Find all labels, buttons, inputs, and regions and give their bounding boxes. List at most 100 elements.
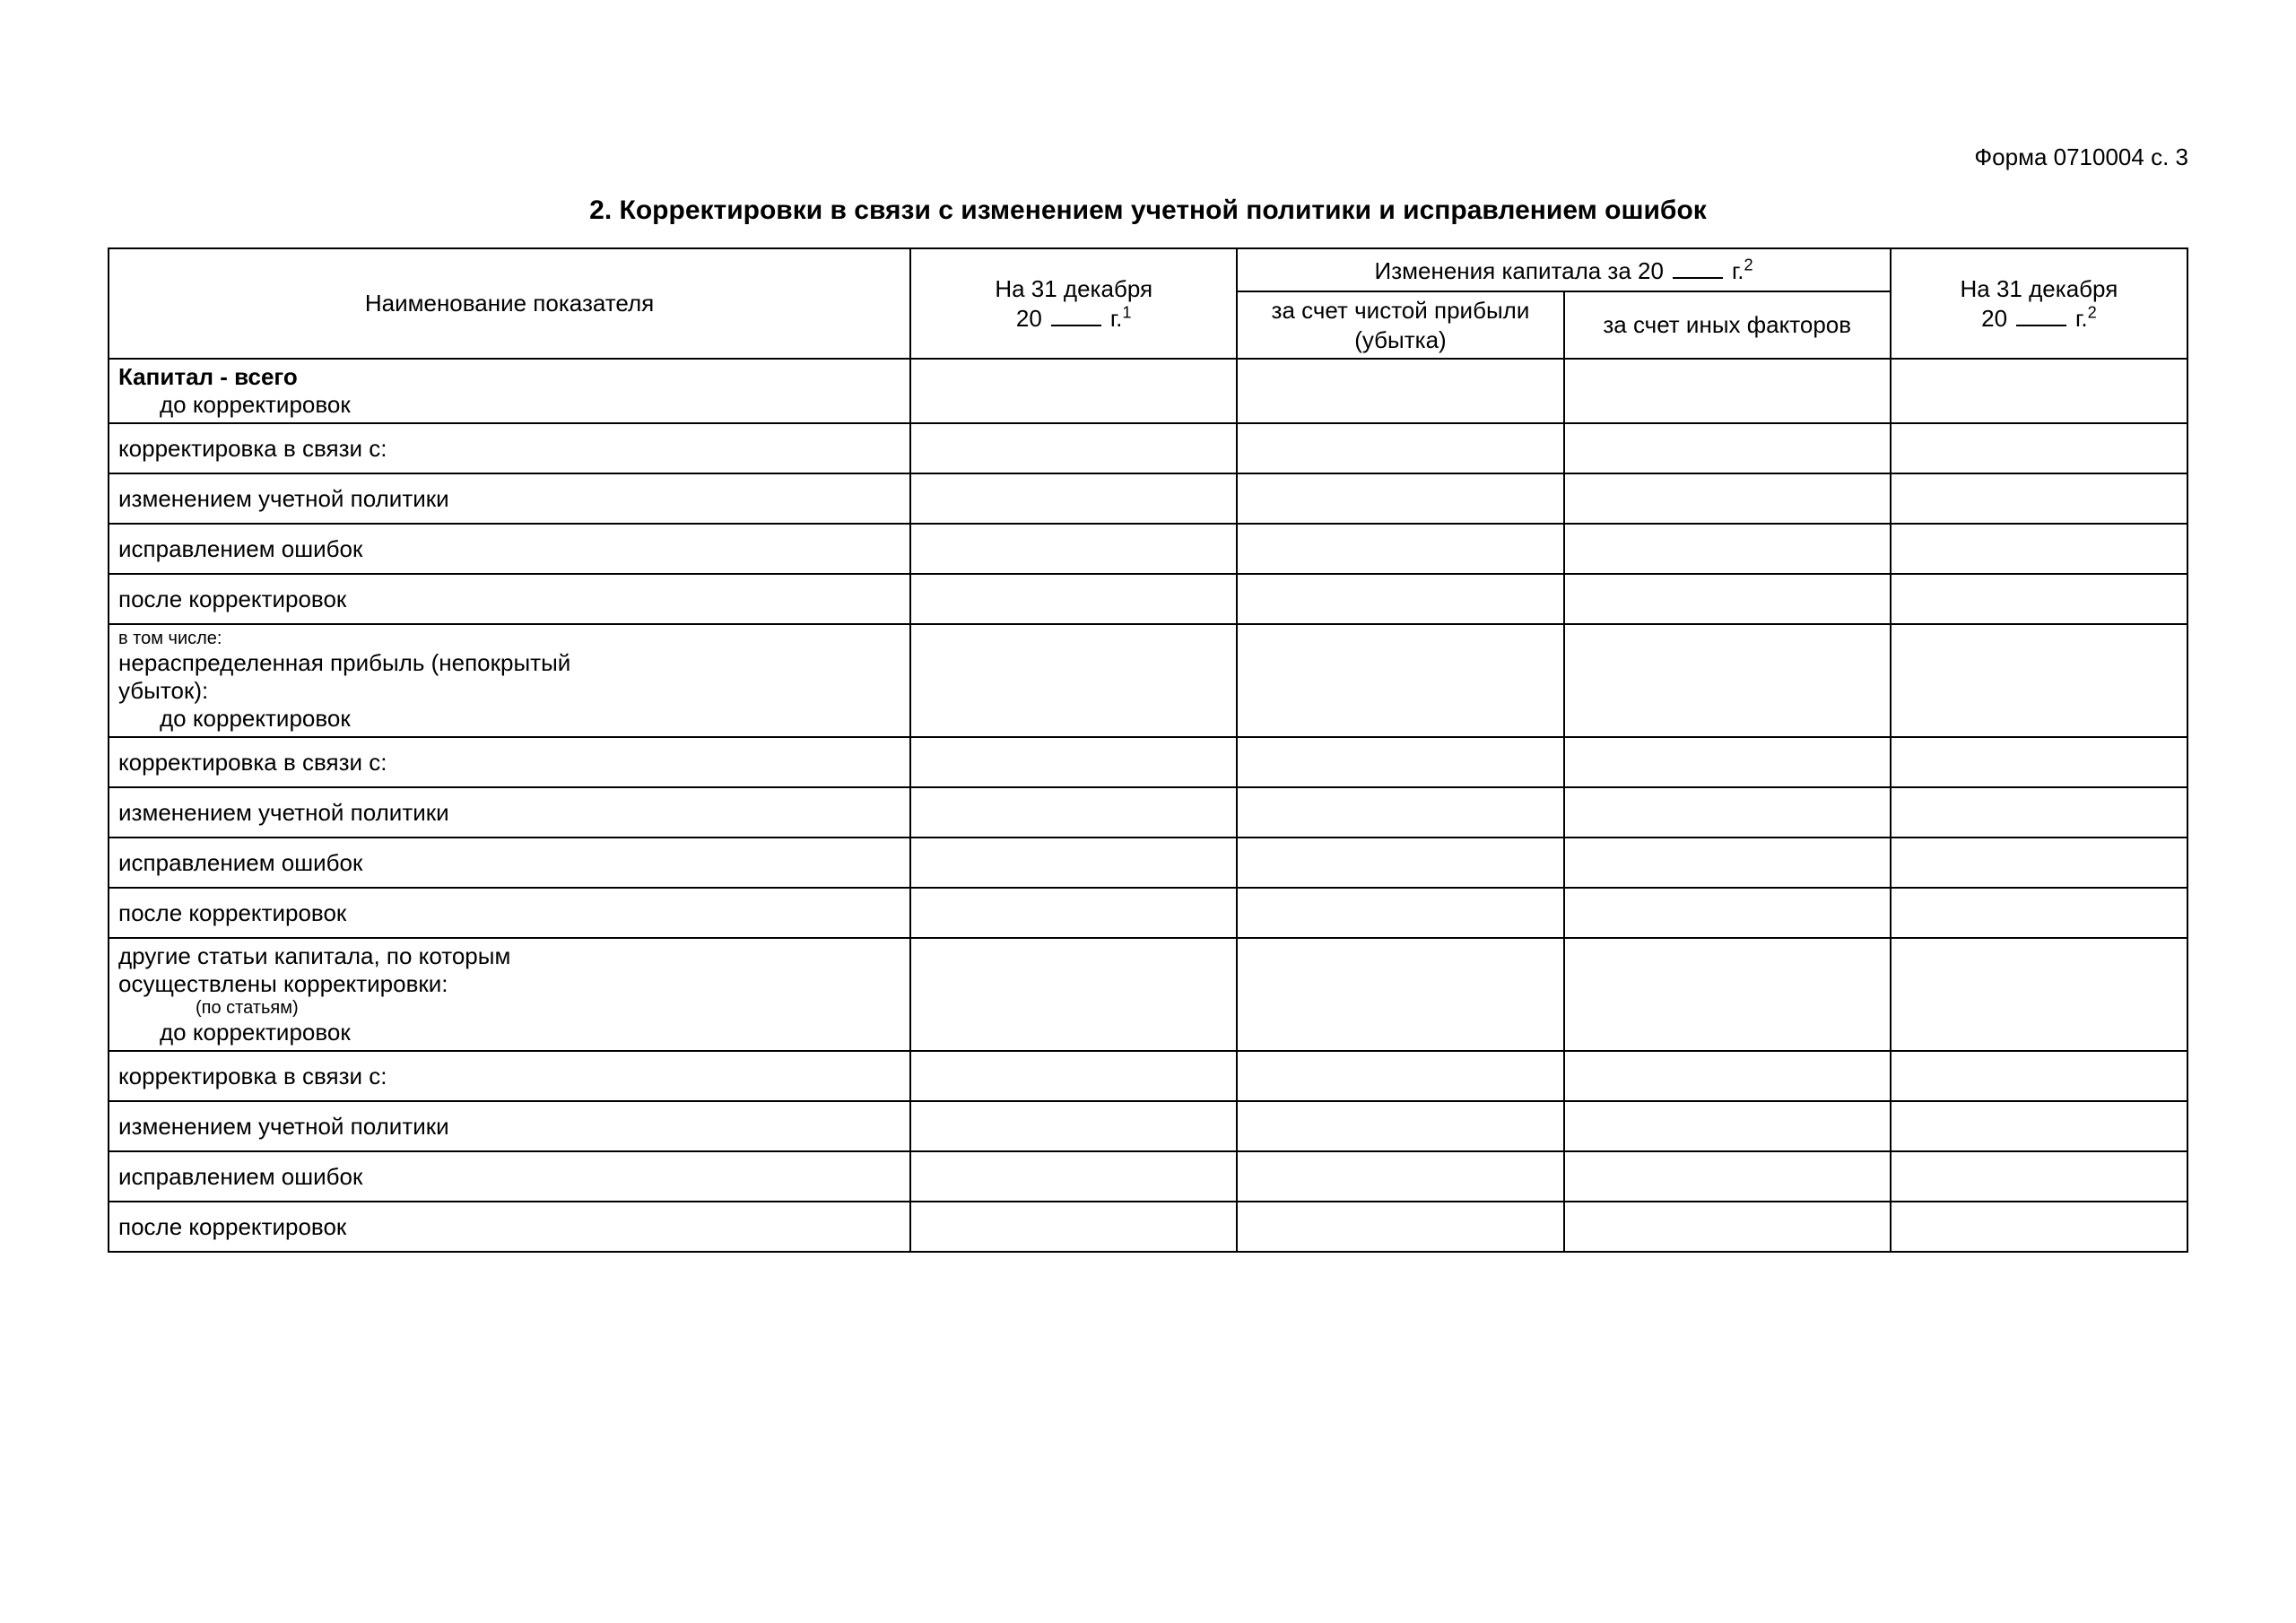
table-cell[interactable] [1237, 423, 1563, 473]
table-cell[interactable] [1237, 888, 1563, 938]
table-cell[interactable] [1237, 1101, 1563, 1151]
table-row: после корректировок [109, 574, 2187, 624]
table-cell[interactable] [1564, 423, 1891, 473]
row-name-cell: другие статьи капитала, по которымосущес… [109, 938, 910, 1051]
table-cell[interactable] [1564, 787, 1891, 838]
row-name-cell: корректировка в связи с: [109, 737, 910, 787]
table-cell[interactable] [1891, 1101, 2187, 1151]
table-cell[interactable] [1237, 473, 1563, 524]
table-cell[interactable] [1891, 938, 2187, 1051]
table-cell[interactable] [910, 737, 1237, 787]
table-row: исправлением ошибок [109, 838, 2187, 888]
table-row: исправлением ошибок [109, 1151, 2187, 1202]
table-cell[interactable] [910, 1101, 1237, 1151]
table-cell[interactable] [1237, 1051, 1563, 1101]
table-cell[interactable] [1564, 1202, 1891, 1252]
table-cell[interactable] [1564, 938, 1891, 1051]
table-row: в том числе:нераспределенная прибыль (не… [109, 624, 2187, 737]
table-cell[interactable] [1237, 737, 1563, 787]
table-cell[interactable] [1891, 524, 2187, 574]
sub-net-profit-l1: за счет чистой прибыли [1272, 296, 1530, 325]
year-blank-2[interactable] [2016, 303, 2066, 326]
table-cell[interactable] [1891, 737, 2187, 787]
table-cell[interactable] [1564, 624, 1891, 737]
changes-year-blank[interactable] [1673, 256, 1723, 279]
table-cell[interactable] [1237, 938, 1563, 1051]
table-cell[interactable] [910, 1051, 1237, 1101]
row-name-line: (по статьям) [118, 998, 900, 1019]
table-cell[interactable] [1891, 423, 2187, 473]
table-cell[interactable] [1564, 524, 1891, 574]
table-cell[interactable] [1891, 787, 2187, 838]
section-title: 2. Корректировки в связи с изменением уч… [108, 195, 2188, 226]
header-dec31-curr-line1: На 31 декабря [1961, 274, 2118, 304]
table-cell[interactable] [1891, 1151, 2187, 1202]
table-cell[interactable] [910, 473, 1237, 524]
header-dec31-curr: На 31 декабря 20 г.2 [1891, 248, 2187, 359]
table-cell[interactable] [1564, 888, 1891, 938]
table-cell[interactable] [910, 787, 1237, 838]
table-cell[interactable] [910, 624, 1237, 737]
row-name-line: в том числе: [118, 629, 900, 649]
table-cell[interactable] [1564, 473, 1891, 524]
table-cell[interactable] [1891, 473, 2187, 524]
table-cell[interactable] [1891, 624, 2187, 737]
table-cell[interactable] [910, 1151, 1237, 1202]
table-row: изменением учетной политики [109, 787, 2187, 838]
header-dec31-prev-line1: На 31 декабря [995, 274, 1152, 304]
table-cell[interactable] [910, 359, 1237, 423]
table-cell[interactable] [1564, 574, 1891, 624]
table-cell[interactable] [1237, 787, 1563, 838]
table-cell[interactable] [910, 838, 1237, 888]
table-cell[interactable] [1237, 1151, 1563, 1202]
table-cell[interactable] [1564, 838, 1891, 888]
table-cell[interactable] [1564, 1101, 1891, 1151]
table-cell[interactable] [1564, 737, 1891, 787]
table-cell[interactable] [1237, 574, 1563, 624]
table-cell[interactable] [1564, 1151, 1891, 1202]
header-name-col: Наименование показателя [109, 248, 910, 359]
table-row: другие статьи капитала, по которымосущес… [109, 938, 2187, 1051]
table-cell[interactable] [1891, 888, 2187, 938]
year-blank[interactable] [1051, 303, 1101, 326]
table-cell[interactable] [1891, 838, 2187, 888]
row-name-cell: после корректировок [109, 888, 910, 938]
row-name-cell: изменением учетной политики [109, 787, 910, 838]
row-name-line: другие статьи капитала, по которым [118, 942, 900, 970]
header-changes-group: Изменения капитала за 20 г.2 [1237, 248, 1891, 291]
table-cell[interactable] [1891, 1202, 2187, 1252]
changes-suffix: г.2 [1732, 257, 1753, 285]
table-row: Капитал - всегодо корректировок [109, 359, 2187, 423]
table-cell[interactable] [1891, 574, 2187, 624]
table-row: корректировка в связи с: [109, 1051, 2187, 1101]
table-row: корректировка в связи с: [109, 423, 2187, 473]
table-cell[interactable] [1237, 838, 1563, 888]
row-name-line: до корректировок [118, 391, 900, 419]
document-page: Форма 0710004 с. 3 2. Корректировки в св… [108, 152, 2188, 1253]
row-name-cell: корректировка в связи с: [109, 1051, 910, 1101]
table-cell[interactable] [910, 938, 1237, 1051]
table-cell[interactable] [910, 1202, 1237, 1252]
row-name-cell: изменением учетной политики [109, 473, 910, 524]
table-cell[interactable] [1237, 624, 1563, 737]
table-cell[interactable] [1891, 359, 2187, 423]
row-name-cell: изменением учетной политики [109, 1101, 910, 1151]
table-row: изменением учетной политики [109, 473, 2187, 524]
table-cell[interactable] [910, 423, 1237, 473]
table-cell[interactable] [910, 574, 1237, 624]
table-cell[interactable] [910, 524, 1237, 574]
table-cell[interactable] [1237, 359, 1563, 423]
row-name-cell: в том числе:нераспределенная прибыль (не… [109, 624, 910, 737]
table-cell[interactable] [1891, 1051, 2187, 1101]
table-cell[interactable] [910, 888, 1237, 938]
table-cell[interactable] [1564, 1051, 1891, 1101]
corrections-table: Наименование показателя На 31 декабря 20… [108, 247, 2188, 1253]
table-cell[interactable] [1237, 524, 1563, 574]
row-name-cell: после корректировок [109, 574, 910, 624]
table-cell[interactable] [1237, 1202, 1563, 1252]
table-row: исправлением ошибок [109, 524, 2187, 574]
table-cell[interactable] [1564, 359, 1891, 423]
header-dec31-prev-line2: 20 г.1 [1016, 303, 1132, 334]
form-code: Форма 0710004 с. 3 [1974, 143, 2188, 171]
row-name-cell: корректировка в связи с: [109, 423, 910, 473]
